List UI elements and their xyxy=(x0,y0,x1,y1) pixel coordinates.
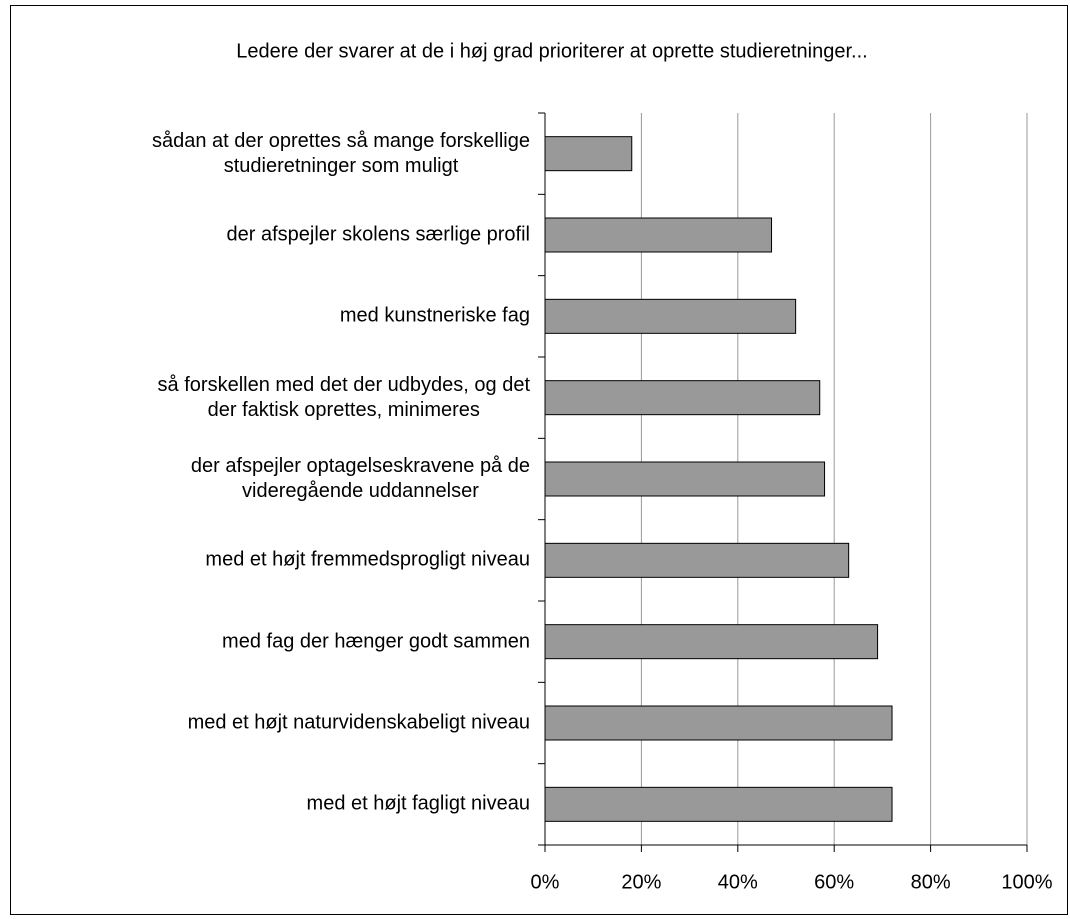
bar xyxy=(544,705,893,741)
y-tick-label: med kunstneriske fag xyxy=(339,304,530,327)
x-tick-label: 40% xyxy=(718,871,758,893)
y-tick-label: der afspejler skolens særlige profil xyxy=(226,223,530,246)
x-tick-label: 100% xyxy=(1001,871,1052,893)
y-tick-label: med fag der hænger godt sammen xyxy=(222,630,530,653)
y-tick-label: med et højt fremmedsprogligt niveau xyxy=(205,548,530,571)
bar xyxy=(544,786,893,822)
bar xyxy=(544,624,879,660)
bar xyxy=(544,217,773,253)
x-tick-label: 80% xyxy=(911,871,951,893)
y-tick-label: med et højt fagligt niveau xyxy=(306,792,530,815)
y-tick-label: så forskellen med det der udbydes, og de… xyxy=(157,373,530,421)
x-tick-label: 0% xyxy=(531,871,560,893)
x-tick-label: 20% xyxy=(621,871,661,893)
bar xyxy=(544,136,633,172)
bar xyxy=(544,380,821,416)
bar xyxy=(544,461,826,497)
chart-title: Ledere der svarer at de i høj grad prior… xyxy=(236,40,867,62)
y-tick-label: sådan at der oprettes så mange forskelli… xyxy=(152,129,530,177)
bar xyxy=(544,298,797,334)
y-tick-label: der afspejler optagelseskravene på de vi… xyxy=(190,455,530,502)
y-tick-label: med et højt naturvidenskabeligt niveau xyxy=(187,711,530,734)
x-tick-label: 60% xyxy=(814,871,854,893)
chart-frame xyxy=(10,5,1068,915)
bar xyxy=(544,542,850,578)
